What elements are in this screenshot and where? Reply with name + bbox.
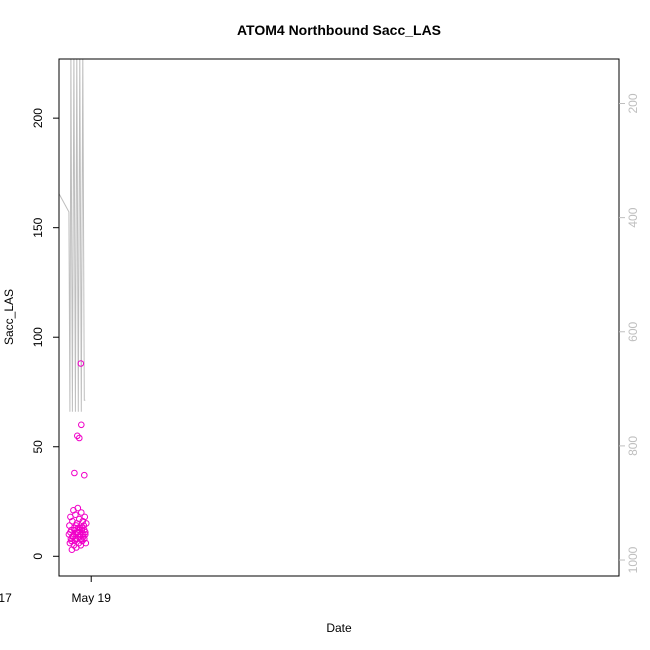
y-tick-label: 100 (31, 327, 45, 347)
data-point (71, 469, 78, 477)
chart-title: ATOM4 Northbound Sacc_LAS (237, 22, 441, 38)
y-tick-label: 200 (31, 108, 45, 128)
data-point (82, 531, 89, 538)
x-axis-label: Date (326, 621, 352, 635)
data-point (78, 421, 85, 429)
plot-frame (58, 58, 620, 577)
secondary-tick-label: 400 (626, 207, 640, 227)
data-point (74, 504, 82, 512)
y-axis-label: Sacc_LAS (2, 289, 16, 345)
x-tick-label: May 17 (0, 591, 12, 605)
data-point (77, 360, 85, 367)
data-point (76, 526, 83, 534)
data-point (81, 526, 88, 534)
secondary-tick-label: 800 (626, 436, 640, 456)
data-point (74, 432, 81, 440)
data-point (70, 533, 77, 540)
data-point (78, 535, 85, 543)
data-point (80, 533, 87, 540)
data-point (78, 509, 85, 516)
data-point (72, 511, 79, 519)
data-point (82, 539, 90, 547)
data-points-layer (65, 360, 90, 554)
data-point (81, 471, 88, 479)
data-point (81, 513, 89, 521)
data-point (83, 520, 90, 527)
data-point (76, 434, 83, 442)
data-point (73, 522, 80, 529)
secondary-tick-label: 200 (626, 93, 640, 113)
y-tick-label: 0 (31, 553, 45, 560)
secondary-tick-label: 1000 (626, 546, 640, 573)
y-tick-label: 150 (31, 217, 45, 237)
x-tick-label: May 19 (72, 591, 112, 605)
secondary-tick-label: 600 (626, 321, 640, 341)
y-tick-label: 50 (31, 440, 45, 454)
data-point (74, 528, 81, 536)
data-point (76, 515, 83, 523)
